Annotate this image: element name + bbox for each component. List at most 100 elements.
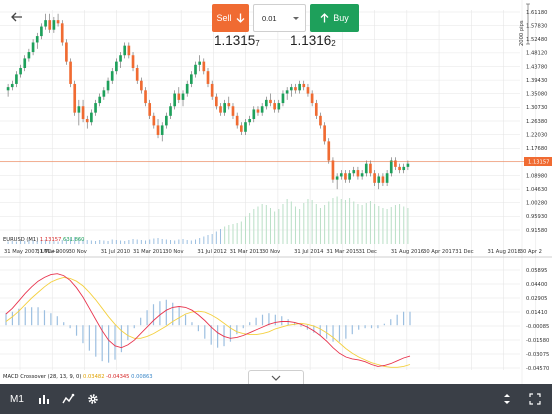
macd-histogram-bar [172,302,174,326]
candle-body [314,103,318,116]
volume-bar [82,239,84,244]
volume-bar [182,239,184,244]
candle-body [223,103,226,113]
macd-histogram-bar [383,323,385,326]
macd-histogram-bar [242,325,244,329]
collapse-panel-button[interactable] [248,370,304,384]
price-tick-label: 1.52480 [526,37,547,43]
candle-body [298,83,301,91]
macd-histogram-bar [178,307,180,326]
macd-histogram-bar [223,325,225,347]
chevron-down-icon [271,375,281,381]
price-tick-label: 1.39430 [526,78,547,84]
volume-bar [332,198,334,244]
volume-bar [394,205,396,244]
fullscreen-icon [529,393,541,405]
volume-bar [15,241,17,244]
volume-bar [265,205,267,244]
macd-histogram-bar [338,325,341,342]
macd-histogram-bar [56,316,58,326]
macd-legend: MACD Crossover (28, 13, 9, 0) 0.03482 -0… [3,374,153,380]
candle-body [6,87,10,91]
macd-histogram-bar [370,325,373,329]
settings-button[interactable] [82,384,104,414]
time-tick-label: 31 Jul 2014 [294,249,324,255]
macd-histogram-bar [159,301,161,326]
time-tick-label: 30 Apr 2 [520,249,542,255]
candle-body [135,67,139,81]
volume-bar [199,238,201,244]
macd-histogram-bar [217,325,219,348]
time-tick-label: 30 Apr 2017 [423,249,455,255]
volume-bar [344,200,346,244]
candle-body [264,99,268,107]
legend-value-2: 631.860 [63,237,85,243]
macd-histogram-bar [63,322,65,326]
back-button[interactable] [6,6,28,28]
volume-bar [32,240,34,244]
chart-canvas[interactable]: 1.61180 1.57830 1.52480 1.48120 1.43780 1.394… [0,0,552,384]
candle-body [106,80,110,91]
time-tick-label: 30 Nov [165,249,183,255]
macd-histogram-bar [402,311,405,326]
volume-bar [195,239,197,244]
current-price-tag [524,157,552,166]
candle-body [110,71,114,81]
macd-histogram-bar [255,317,257,326]
candle-body [273,103,276,110]
volume-bar [74,237,76,244]
macd-histogram-bar [364,325,366,329]
macd-tick-label: -0.01580 [526,338,549,344]
volume-bar [365,203,367,244]
volume-bar [11,241,13,244]
volume-bar [286,199,288,244]
macd-tick-label: -0.03075 [526,352,549,358]
quantity-select[interactable]: 0.01 [253,4,306,32]
macd-histogram-bar [37,307,39,326]
volume-bar [399,204,401,244]
chart-scale-button[interactable] [496,384,518,414]
volume-bar [278,209,280,244]
volume-bar [294,206,296,244]
candle-body [131,55,135,68]
time-tick-label: 31 Aug 2018 [488,249,521,255]
price-tick-label: 1.48120 [526,51,547,57]
time-tick-label: 31 Mar 2011 [133,249,166,255]
fullscreen-button[interactable] [518,384,552,414]
volume-bar [369,201,371,244]
macd-histogram-bar [236,325,238,335]
macd-y-axis: 0.05895 0.04400 0.02905 0.01410 -0.00085 -0.0… [526,268,549,372]
candle-body [348,173,351,180]
volume-bar [132,239,134,244]
volume-bar [374,204,376,244]
sell-button[interactable]: Sell [212,4,249,32]
volume-bar [153,238,155,244]
macd-histogram-bar [43,310,46,326]
volume-bar [382,208,384,244]
price-tick-label: 1.08980 [526,173,547,179]
candle-body [256,109,260,113]
volume-bar [236,223,238,244]
volume-bar [311,200,313,244]
indicators-button[interactable] [34,384,54,414]
candle-body [277,103,281,110]
price-tick-label: 1.22030 [526,132,547,138]
buy-button[interactable]: Buy [310,4,359,32]
volume-bar [211,234,213,244]
candle-body [389,160,393,174]
volume-bar [174,240,176,244]
drawing-tools-button[interactable] [54,384,82,414]
time-tick-label: 30 Nov [68,249,86,255]
pips-label: 2000 pips [519,20,525,46]
price-legend: EURUSD (M1) 1.13157 631.860 [3,237,84,243]
timeframe-button[interactable]: M1 [10,393,24,405]
volume-bar [228,225,230,244]
macd-histogram-bar [191,322,193,326]
macd-legend-v3: 0.00863 [131,374,153,380]
volume-bar [65,239,67,244]
candle-body [181,93,185,100]
candle-body [148,103,152,116]
price-tick-label: 1.57830 [526,23,547,29]
macd-legend-v1: 0.03482 [83,374,105,380]
candle-body [23,58,27,68]
